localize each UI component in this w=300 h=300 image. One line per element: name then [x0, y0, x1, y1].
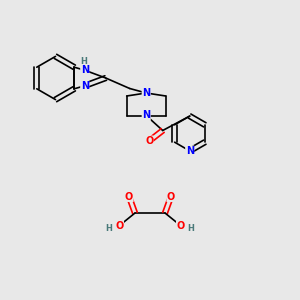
- Text: O: O: [176, 220, 185, 231]
- Text: H: H: [188, 224, 194, 233]
- Text: O: O: [125, 191, 133, 202]
- Text: H: H: [106, 224, 112, 233]
- Text: N: N: [81, 65, 89, 75]
- Text: O: O: [167, 191, 175, 202]
- Text: N: N: [142, 110, 150, 121]
- Text: O: O: [145, 136, 153, 146]
- Text: N: N: [81, 81, 89, 91]
- Text: O: O: [115, 220, 124, 231]
- Text: N: N: [186, 146, 194, 156]
- Text: H: H: [80, 57, 87, 66]
- Text: N: N: [142, 88, 150, 98]
